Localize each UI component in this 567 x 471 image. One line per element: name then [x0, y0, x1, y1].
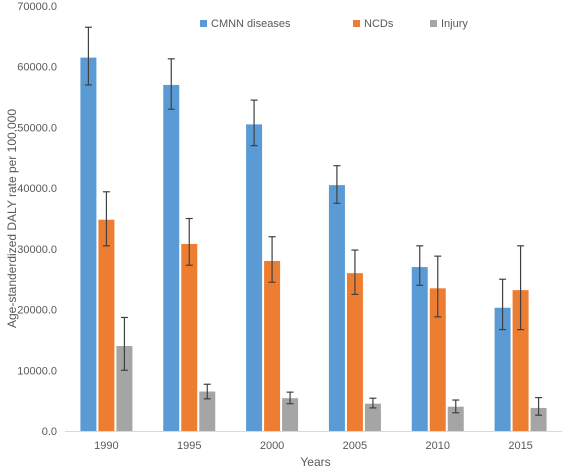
- bar-injury-2000: [282, 398, 299, 431]
- legend: CMNN diseases NCDs Injury: [200, 18, 468, 30]
- error-bars-layer: [84, 26, 543, 416]
- bar-injury-2015: [530, 407, 547, 431]
- bar-ncds-2005: [346, 273, 363, 431]
- bar-cmnn-diseases-1995: [163, 84, 180, 431]
- x-tick-labels: 1990 1995 2000 2005 2010 2015: [94, 440, 533, 452]
- x-tick-label: 2005: [343, 440, 367, 452]
- bar-ncds-2000: [264, 261, 281, 431]
- bar-injury-2005: [364, 403, 381, 431]
- legend-label-injury: Injury: [441, 18, 468, 30]
- x-tick-label: 1995: [177, 440, 201, 452]
- legend-swatch-injury: [430, 20, 437, 27]
- bar-ncds-2010: [429, 288, 446, 431]
- bar-injury-1995: [199, 391, 216, 431]
- bar-cmnn-diseases-2000: [246, 124, 263, 432]
- y-tick-label: 70000.0: [17, 1, 57, 13]
- y-tick-label: 50000.0: [17, 122, 57, 134]
- bar-cmnn-diseases-1990: [80, 57, 97, 431]
- bar-cmnn-diseases-2010: [411, 267, 428, 431]
- y-tick-labels: 0.0 10000.0 20000.0 30000.0 40000.0 50000.0 60…: [17, 1, 57, 438]
- y-axis-title: Age-standerdized DALY rate per 100,000: [5, 109, 19, 328]
- legend-swatch-cmnn-diseases: [200, 20, 207, 27]
- bar-ncds-1990: [98, 219, 115, 431]
- x-tick-label: 2015: [508, 440, 532, 452]
- bar-ncds-2015: [512, 290, 529, 431]
- bar-cmnn-diseases-2015: [494, 307, 511, 431]
- bar-cmnn-diseases-2005: [328, 185, 345, 431]
- x-axis-title: Years: [300, 455, 330, 469]
- legend-label-cmnn-diseases: CMNN diseases: [211, 18, 291, 30]
- y-tick-label: 0.0: [42, 426, 57, 438]
- legend-swatch-ncds: [353, 20, 360, 27]
- bar-injury-2010: [447, 406, 464, 431]
- bar-ncds-1995: [181, 244, 198, 431]
- x-tick-label: 2000: [260, 440, 284, 452]
- y-tick-label: 10000.0: [17, 365, 57, 377]
- legend-label-ncds: NCDs: [364, 18, 394, 30]
- y-tick-label: 60000.0: [17, 62, 57, 74]
- y-tick-label: 40000.0: [17, 183, 57, 195]
- x-tick-label: 2010: [426, 440, 450, 452]
- y-tick-label: 30000.0: [17, 244, 57, 256]
- bar-injury-1990: [116, 346, 133, 431]
- x-tick-label: 1990: [94, 440, 118, 452]
- y-tick-label: 20000.0: [17, 305, 57, 317]
- bars-layer: [80, 57, 547, 432]
